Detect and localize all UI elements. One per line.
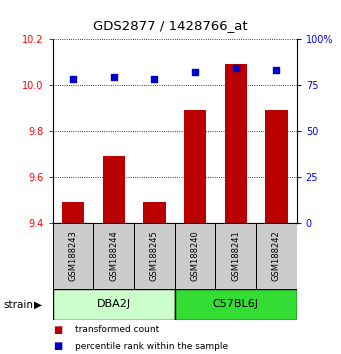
Bar [265,110,287,223]
Bar [175,289,297,320]
Text: ■: ■ [53,341,62,351]
Bar [143,202,166,223]
Bar [216,223,256,289]
Text: GSM188245: GSM188245 [150,230,159,281]
Text: GSM188244: GSM188244 [109,230,118,281]
Bar [224,64,247,223]
Bar [175,223,216,289]
Text: C57BL6J: C57BL6J [213,299,259,309]
Bar [184,110,206,223]
Bar [256,223,297,289]
Text: GSM188242: GSM188242 [272,230,281,281]
Text: GSM188240: GSM188240 [191,230,199,281]
Text: ▶: ▶ [34,300,42,310]
Bar [93,223,134,289]
Text: percentile rank within the sample: percentile rank within the sample [75,342,228,351]
Point [233,65,238,71]
Text: DBA2J: DBA2J [97,299,131,309]
Text: GSM188241: GSM188241 [231,230,240,281]
Bar [53,223,93,289]
Point [152,76,157,81]
Point [273,67,279,73]
Text: transformed count: transformed count [75,325,159,335]
Text: GDS2877 / 1428766_at: GDS2877 / 1428766_at [93,19,248,33]
Bar [62,202,84,223]
Point [71,76,76,82]
Point [111,74,117,80]
Text: GSM188243: GSM188243 [69,230,78,281]
Bar [134,223,175,289]
Text: ■: ■ [53,325,62,335]
Text: strain: strain [3,300,33,310]
Point [192,69,198,75]
Bar [103,156,125,223]
Bar [53,289,175,320]
